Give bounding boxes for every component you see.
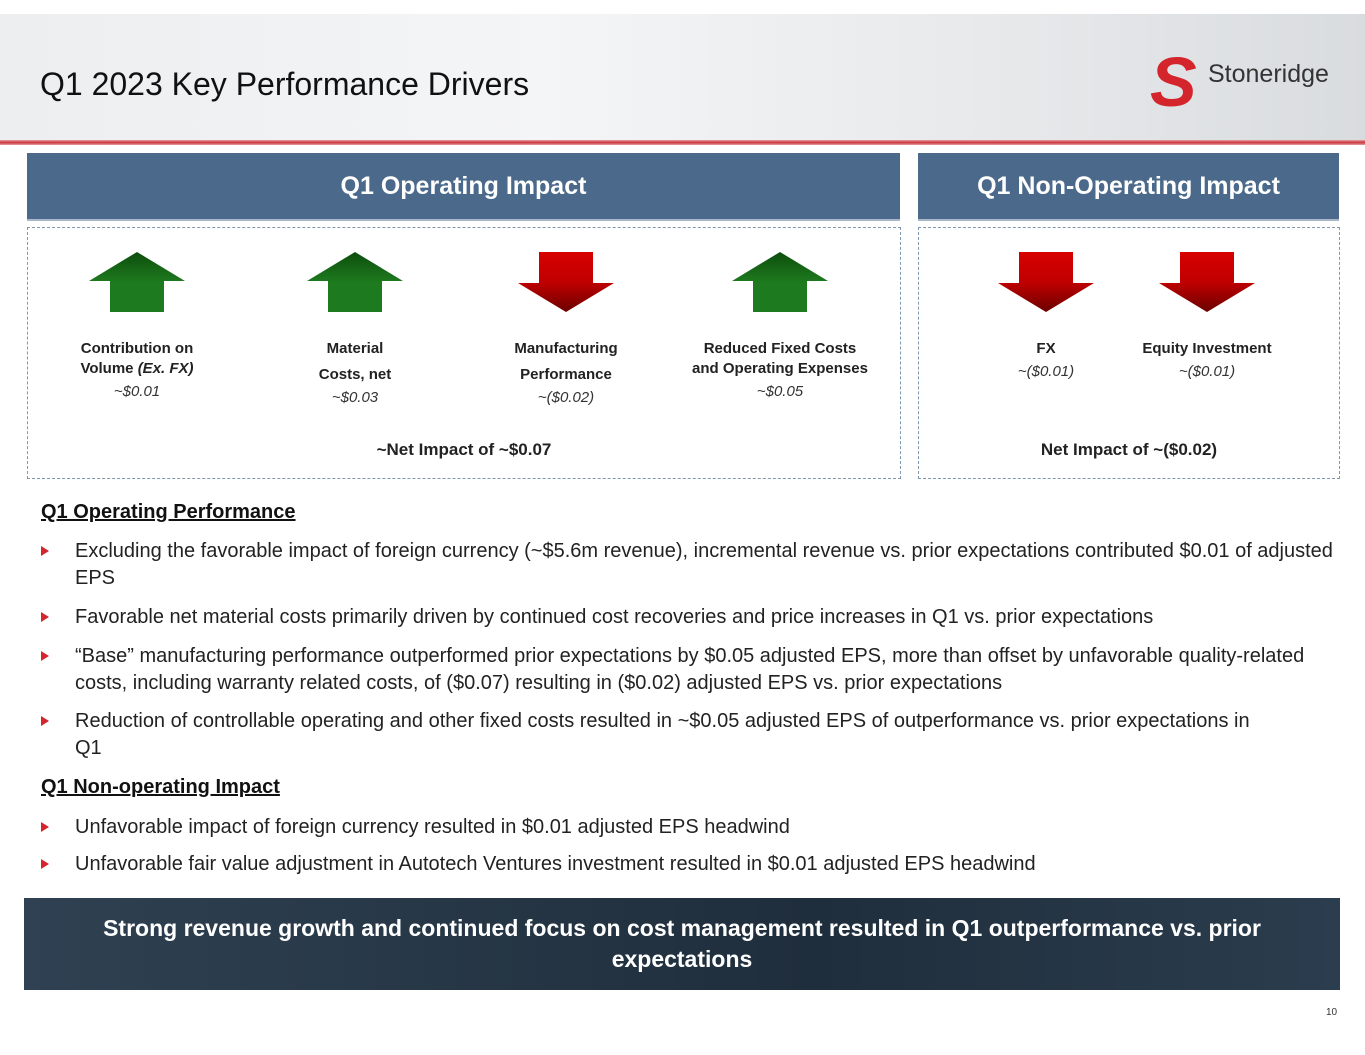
driver-contribution-on-volume: Contribution on Volume (Ex. FX) ~$0.01 (80, 340, 194, 400)
bullet-item: Reduction of controllable operating and … (41, 708, 1275, 762)
up-arrow-icon (732, 252, 828, 312)
down-arrow-icon (518, 252, 614, 312)
non-operating-impact-box (918, 227, 1340, 479)
header-divider (0, 140, 1365, 145)
up-arrow-icon (307, 252, 403, 312)
bullet-item: Unfavorable fair value adjustment in Aut… (41, 851, 1335, 878)
bullet-item: Unfavorable impact of foreign currency r… (41, 814, 1335, 841)
driver-fx: FX ~($0.01) (1017, 340, 1075, 380)
section-heading: Q1 Operating Performance (41, 501, 296, 523)
up-arrow-icon (89, 252, 185, 312)
driver-material-costs: Material Costs, net ~$0.03 (318, 340, 392, 406)
bullet-item: “Base” manufacturing performance outperf… (41, 643, 1335, 697)
section-heading: Q1 Non-operating Impact (41, 776, 280, 798)
driver-equity-investment: Equity Investment ~($0.01) (1142, 340, 1272, 380)
down-arrow-icon (998, 252, 1094, 312)
operating-impact-box (27, 227, 901, 479)
operating-impact-header: Q1 Operating Impact (27, 153, 900, 221)
bullet-item: Excluding the favorable impact of foreig… (41, 538, 1335, 592)
driver-manufacturing-performance: Manufacturing Performance ~($0.02) (514, 340, 618, 406)
driver-reduced-fixed-costs: Reduced Fixed Costs and Operating Expens… (692, 340, 868, 400)
summary-banner: Strong revenue growth and continued focu… (24, 898, 1340, 990)
header-band (0, 14, 1365, 142)
operating-net-impact: ~Net Impact of ~$0.07 (376, 440, 552, 459)
page-title: Q1 2023 Key Performance Drivers (40, 66, 530, 102)
page-number: 10 (1326, 1007, 1338, 1018)
non-operating-impact-header: Q1 Non-Operating Impact (918, 153, 1339, 221)
bullet-item: Favorable net material costs primarily d… (41, 604, 1335, 631)
down-arrow-icon (1159, 252, 1255, 312)
non-operating-net-impact: Net Impact of ~($0.02) (1040, 440, 1218, 459)
stoneridge-logo: S Stoneridge (1150, 43, 1329, 121)
